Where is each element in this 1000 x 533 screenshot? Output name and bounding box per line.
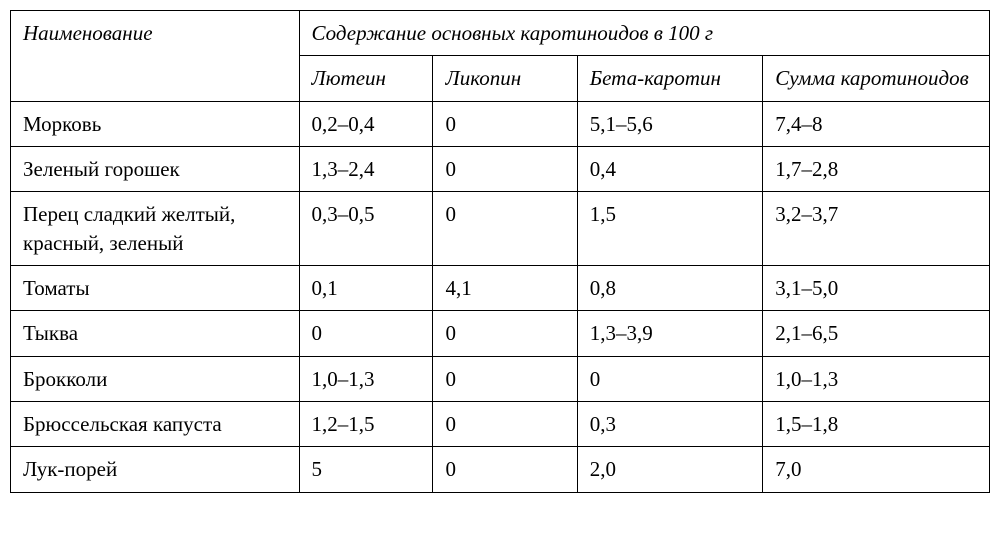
data-cell: 0	[433, 311, 577, 356]
data-cell: 1,0–1,3	[763, 356, 990, 401]
data-cell: 0	[433, 147, 577, 192]
col-header-lycopene: Ликопин	[433, 56, 577, 101]
data-cell: 2,0	[577, 447, 762, 492]
table-row: Тыква001,3–3,92,1–6,5	[11, 311, 990, 356]
table-body: Морковь0,2–0,405,1–5,67,4–8Зеленый горош…	[11, 101, 990, 492]
data-cell: 5	[299, 447, 433, 492]
row-name-cell: Морковь	[11, 101, 300, 146]
group-header-cell: Содержание основных каротиноидов в 100 г	[299, 11, 989, 56]
col-header-sum: Сумма каро­тиноидов	[763, 56, 990, 101]
data-cell: 1,5–1,8	[763, 402, 990, 447]
data-cell: 2,1–6,5	[763, 311, 990, 356]
data-cell: 0,4	[577, 147, 762, 192]
row-name-cell: Перец сладкий желтый, красный, зеленый	[11, 192, 300, 266]
data-cell: 3,2–3,7	[763, 192, 990, 266]
data-cell: 1,5	[577, 192, 762, 266]
table-row: Морковь0,2–0,405,1–5,67,4–8	[11, 101, 990, 146]
row-name-cell: Тыква	[11, 311, 300, 356]
data-cell: 3,1–5,0	[763, 266, 990, 311]
table-header: Наименование Содержание основных каротин…	[11, 11, 990, 102]
row-name-cell: Томаты	[11, 266, 300, 311]
table-row: Перец сладкий желтый, красный, зеленый0,…	[11, 192, 990, 266]
data-cell: 0,1	[299, 266, 433, 311]
row-name-cell: Брокколи	[11, 356, 300, 401]
table-row: Томаты0,14,10,83,1–5,0	[11, 266, 990, 311]
data-cell: 0	[433, 101, 577, 146]
row-name-cell: Лук-порей	[11, 447, 300, 492]
data-cell: 1,3–2,4	[299, 147, 433, 192]
data-cell: 0,3	[577, 402, 762, 447]
data-cell: 1,0–1,3	[299, 356, 433, 401]
row-name-cell: Зеленый горошек	[11, 147, 300, 192]
data-cell: 0	[433, 447, 577, 492]
table-row: Зеленый горошек1,3–2,400,41,7–2,8	[11, 147, 990, 192]
data-cell: 0	[577, 356, 762, 401]
data-cell: 4,1	[433, 266, 577, 311]
table-row: Брюссельская капуста1,2–1,500,31,5–1,8	[11, 402, 990, 447]
data-cell: 7,4–8	[763, 101, 990, 146]
data-cell: 0,8	[577, 266, 762, 311]
row-name-cell: Брюссельская капуста	[11, 402, 300, 447]
data-cell: 1,7–2,8	[763, 147, 990, 192]
data-cell: 0,2–0,4	[299, 101, 433, 146]
table-row: Брокколи1,0–1,3001,0–1,3	[11, 356, 990, 401]
carotenoid-table: Наименование Содержание основных каротин…	[10, 10, 990, 493]
table-row: Лук-порей502,07,0	[11, 447, 990, 492]
data-cell: 0	[299, 311, 433, 356]
data-cell: 0	[433, 402, 577, 447]
row-header-cell: Наименование	[11, 11, 300, 102]
data-cell: 1,3–3,9	[577, 311, 762, 356]
table-header-row-1: Наименование Содержание основных каротин…	[11, 11, 990, 56]
data-cell: 1,2–1,5	[299, 402, 433, 447]
col-header-betacarotene: Бета-ка­ротин	[577, 56, 762, 101]
data-cell: 0	[433, 192, 577, 266]
col-header-lutein: Лютеин	[299, 56, 433, 101]
data-cell: 5,1–5,6	[577, 101, 762, 146]
data-cell: 0	[433, 356, 577, 401]
data-cell: 7,0	[763, 447, 990, 492]
data-cell: 0,3–0,5	[299, 192, 433, 266]
